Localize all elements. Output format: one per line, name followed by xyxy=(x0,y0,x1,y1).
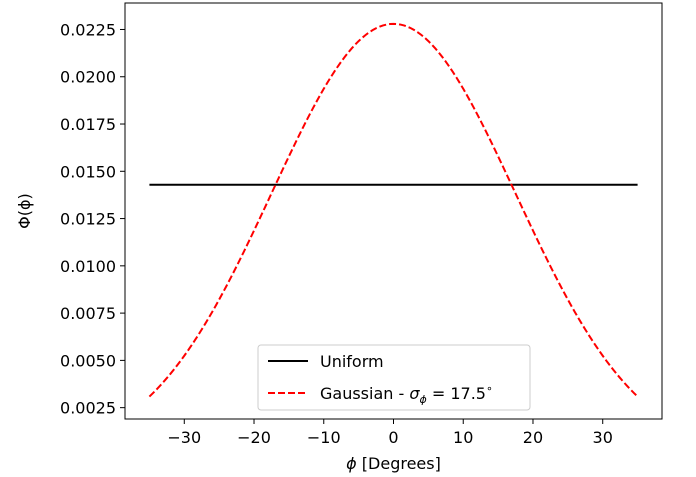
x-tick-label: 20 xyxy=(523,428,543,447)
x-tick-label: −10 xyxy=(307,428,341,447)
x-tick-label: −20 xyxy=(237,428,271,447)
y-tick-label: 0.0025 xyxy=(60,399,116,418)
y-tick-label: 0.0125 xyxy=(60,210,116,229)
x-tick-label: −30 xyxy=(167,428,201,447)
y-tick-label: 0.0050 xyxy=(60,351,116,370)
x-tick-label: 10 xyxy=(453,428,473,447)
y-tick-label: 0.0200 xyxy=(60,68,116,87)
axes: −30 −20 −10 0 10 20 30 0.0025 0.0050 0.0075 0.0100… xyxy=(15,2,663,473)
y-tick-label: 0.0150 xyxy=(60,162,116,181)
legend-entry-label: Uniform xyxy=(320,352,384,371)
x-tick-label: 0 xyxy=(388,428,398,447)
legend-box xyxy=(257,344,531,411)
y-tick-label: 0.0100 xyxy=(60,257,116,276)
y-axis-label: Φ(ϕ) xyxy=(15,193,34,229)
y-tick-label: 0.0225 xyxy=(60,20,116,39)
legend: Uniform Gaussian - σϕ = 17.5∘ xyxy=(257,344,531,411)
y-tick-label: 0.0175 xyxy=(60,115,116,134)
series-line-gaussian xyxy=(148,22,639,398)
plot-area xyxy=(148,22,639,398)
x-tick-label: 30 xyxy=(593,428,613,447)
legend-entry-label: Gaussian - σϕ = 17.5∘ xyxy=(320,382,493,406)
x-axis-label: ϕ [Degrees] xyxy=(346,454,441,473)
y-tick-label: 0.0075 xyxy=(60,304,116,323)
